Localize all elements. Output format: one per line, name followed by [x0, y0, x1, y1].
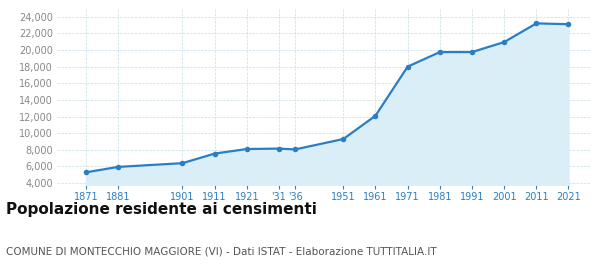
Text: Popolazione residente ai censimenti: Popolazione residente ai censimenti: [6, 202, 317, 217]
Point: [274, 146, 284, 151]
Point: [532, 21, 541, 25]
Point: [242, 147, 251, 151]
Point: [338, 137, 348, 141]
Point: [290, 147, 300, 152]
Point: [499, 40, 509, 44]
Point: [467, 50, 477, 54]
Point: [113, 165, 123, 169]
Point: [81, 170, 91, 174]
Text: COMUNE DI MONTECCHIO MAGGIORE (VI) - Dati ISTAT - Elaborazione TUTTITALIA.IT: COMUNE DI MONTECCHIO MAGGIORE (VI) - Dat…: [6, 246, 437, 256]
Point: [435, 50, 445, 54]
Point: [563, 22, 573, 26]
Point: [178, 161, 187, 165]
Point: [371, 113, 380, 118]
Point: [210, 151, 220, 156]
Point: [403, 64, 412, 69]
